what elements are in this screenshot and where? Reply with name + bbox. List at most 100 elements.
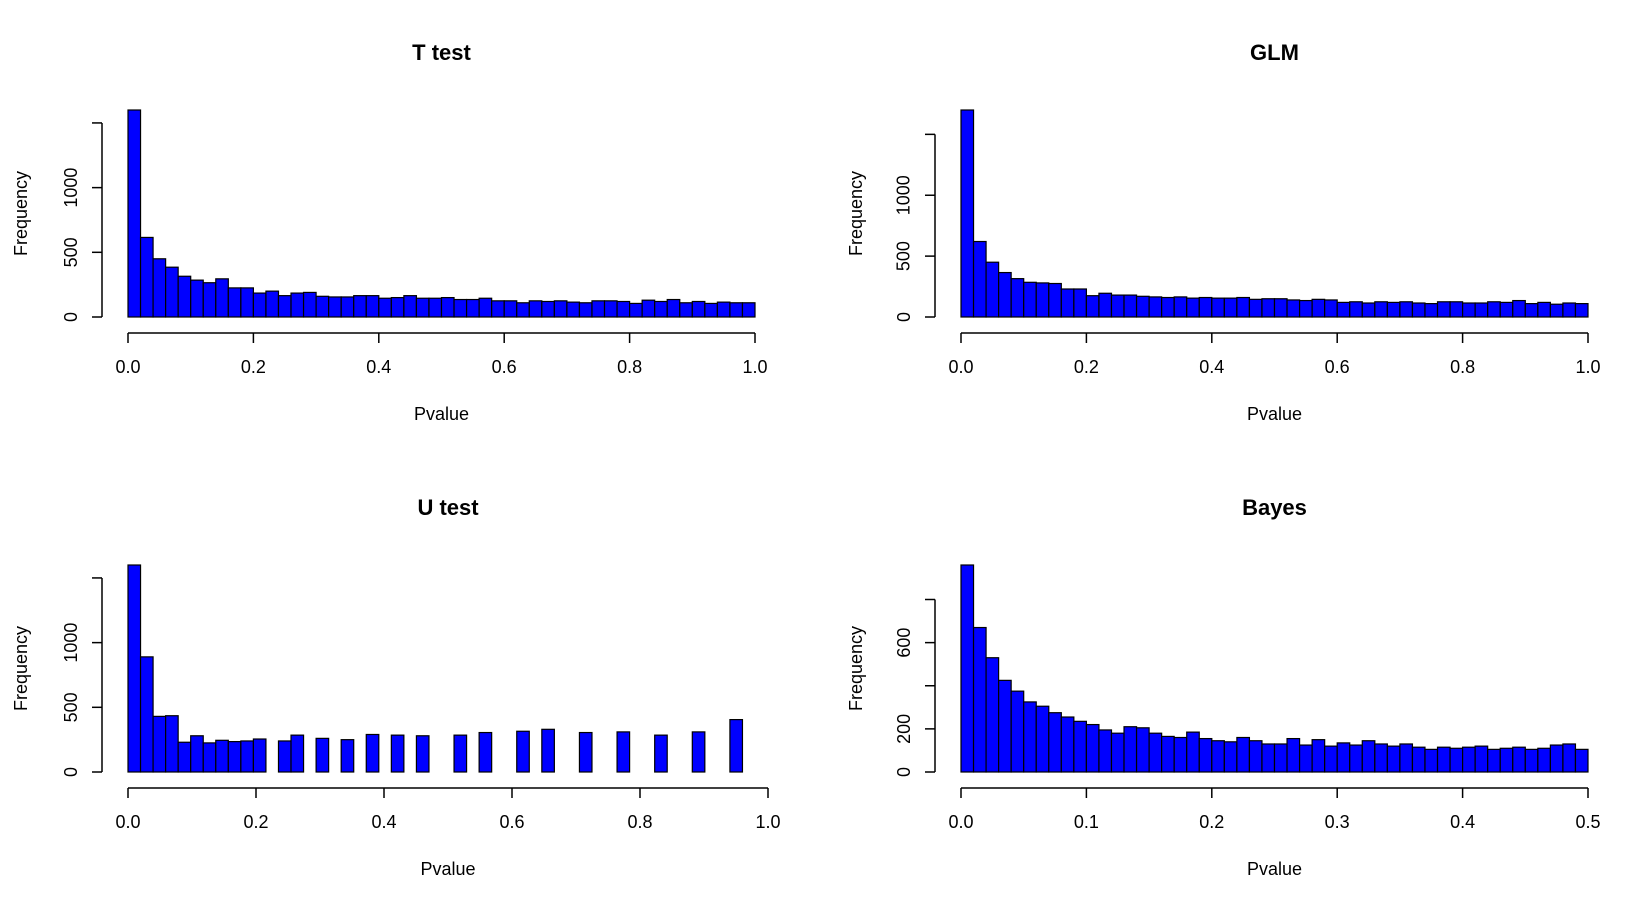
bar-3-30 bbox=[1336, 742, 1351, 773]
chart-title: U test bbox=[417, 495, 479, 520]
bar-1-5 bbox=[1023, 281, 1037, 318]
chart-title: T test bbox=[412, 40, 471, 65]
x-tick-label: 0.0 bbox=[115, 812, 140, 832]
bar-0-46 bbox=[704, 302, 718, 318]
bar-1-8 bbox=[1060, 288, 1075, 318]
bar-3-19 bbox=[1198, 737, 1213, 773]
y-tick-label: 500 bbox=[894, 241, 914, 271]
bar-0-26 bbox=[453, 298, 468, 318]
bar-1-29 bbox=[1324, 299, 1338, 318]
bar-3-15 bbox=[1148, 732, 1163, 773]
x-tick-label: 0.4 bbox=[1199, 357, 1224, 377]
bar-3-23 bbox=[1248, 740, 1263, 773]
y-axis-label: Frequency bbox=[11, 626, 31, 711]
bar-1-16 bbox=[1161, 296, 1175, 318]
bar-2-33 bbox=[541, 728, 555, 773]
bar-2-19 bbox=[365, 733, 380, 773]
y-tick-label: 1000 bbox=[894, 175, 914, 215]
bar-0-6 bbox=[202, 282, 217, 318]
x-axis-label: Pvalue bbox=[1247, 859, 1302, 879]
bar-0-34 bbox=[553, 300, 568, 318]
bar-1-42 bbox=[1487, 301, 1501, 318]
bar-2-3 bbox=[165, 715, 179, 773]
x-tick-label: 0.6 bbox=[499, 812, 524, 832]
x-tick-label: 0.1 bbox=[1074, 812, 1099, 832]
x-tick-label: 0.6 bbox=[492, 357, 517, 377]
bar-1-41 bbox=[1474, 302, 1489, 318]
y-tick-label: 0 bbox=[61, 767, 81, 777]
bar-2-39 bbox=[616, 731, 631, 773]
bar-2-21 bbox=[390, 734, 405, 773]
bar-0-4 bbox=[177, 275, 192, 318]
bar-3-10 bbox=[1085, 723, 1100, 773]
bar-3-24 bbox=[1261, 743, 1276, 773]
bar-2-5 bbox=[190, 735, 204, 773]
x-tick-label: 0.4 bbox=[1450, 812, 1475, 832]
bar-3-13 bbox=[1123, 726, 1138, 773]
bar-1-25 bbox=[1273, 298, 1288, 318]
bar-2-15 bbox=[315, 737, 330, 773]
bar-0-0 bbox=[127, 109, 142, 318]
bar-0-45 bbox=[691, 300, 706, 318]
bar-3-16 bbox=[1161, 735, 1175, 773]
bar-3-45 bbox=[1524, 748, 1539, 773]
bar-1-47 bbox=[1549, 303, 1564, 318]
bar-1-3 bbox=[998, 271, 1012, 318]
bar-1-39 bbox=[1449, 301, 1464, 318]
x-tick-label: 0.8 bbox=[627, 812, 652, 832]
y-tick-label: 1000 bbox=[61, 168, 81, 208]
bar-3-42 bbox=[1487, 748, 1501, 773]
x-tick-label: 1.0 bbox=[1575, 357, 1600, 377]
bar-1-35 bbox=[1399, 301, 1414, 318]
bar-0-2 bbox=[152, 258, 167, 318]
bar-2-31 bbox=[516, 730, 530, 773]
bar-1-23 bbox=[1248, 298, 1263, 318]
bar-0-20 bbox=[378, 297, 392, 318]
panel-2: U test 0.0 0.2 0.4 0.6 0.8 1.0 Pvalue 0 500 1000 Fr… bbox=[11, 495, 781, 879]
bar-3-46 bbox=[1537, 747, 1551, 773]
bar-3-6 bbox=[1035, 705, 1050, 773]
bar-2-2 bbox=[152, 715, 167, 773]
x-axis-label: Pvalue bbox=[414, 404, 469, 424]
bar-1-21 bbox=[1223, 297, 1238, 318]
bar-0-42 bbox=[654, 300, 668, 318]
panel-1: GLM 0.0 0.2 0.4 0.6 0.8 1.0 Pvalue 0 500 1000 Frequ… bbox=[846, 40, 1601, 424]
bar-1-1 bbox=[972, 240, 987, 318]
bar-1-34 bbox=[1386, 301, 1401, 318]
bar-2-45 bbox=[691, 731, 706, 773]
bar-3-18 bbox=[1186, 731, 1200, 773]
bar-1-44 bbox=[1512, 299, 1526, 318]
bar-3-40 bbox=[1461, 746, 1476, 773]
bar-3-7 bbox=[1048, 712, 1062, 773]
bar-1-4 bbox=[1010, 278, 1025, 318]
bar-1-33 bbox=[1374, 301, 1388, 318]
bar-2-17 bbox=[340, 739, 355, 773]
bar-1-13 bbox=[1123, 294, 1138, 318]
bar-3-5 bbox=[1023, 701, 1037, 773]
x-tick-label: 0.4 bbox=[366, 357, 391, 377]
y-tick-label: 500 bbox=[61, 237, 81, 267]
bar-3-49 bbox=[1574, 748, 1589, 773]
bar-0-12 bbox=[277, 295, 292, 318]
x-tick-label: 0.0 bbox=[948, 812, 973, 832]
bar-1-26 bbox=[1286, 299, 1301, 318]
bar-1-45 bbox=[1524, 303, 1539, 318]
bar-2-1 bbox=[139, 656, 154, 773]
bar-1-9 bbox=[1073, 288, 1087, 318]
bar-3-2 bbox=[985, 657, 1000, 773]
bar-3-25 bbox=[1273, 743, 1288, 773]
y-axis-label: Frequency bbox=[846, 171, 866, 256]
bar-2-9 bbox=[240, 740, 255, 773]
bar-3-20 bbox=[1211, 740, 1225, 773]
bar-0-3 bbox=[165, 266, 179, 318]
bar-1-0 bbox=[960, 109, 975, 318]
bar-2-36 bbox=[578, 731, 593, 773]
bar-0-33 bbox=[541, 300, 555, 318]
bar-1-31 bbox=[1349, 301, 1363, 318]
bar-3-28 bbox=[1311, 739, 1326, 773]
bar-1-14 bbox=[1135, 295, 1150, 318]
bar-0-7 bbox=[215, 278, 229, 318]
x-tick-label: 0.2 bbox=[1074, 357, 1099, 377]
bar-3-3 bbox=[998, 679, 1012, 773]
